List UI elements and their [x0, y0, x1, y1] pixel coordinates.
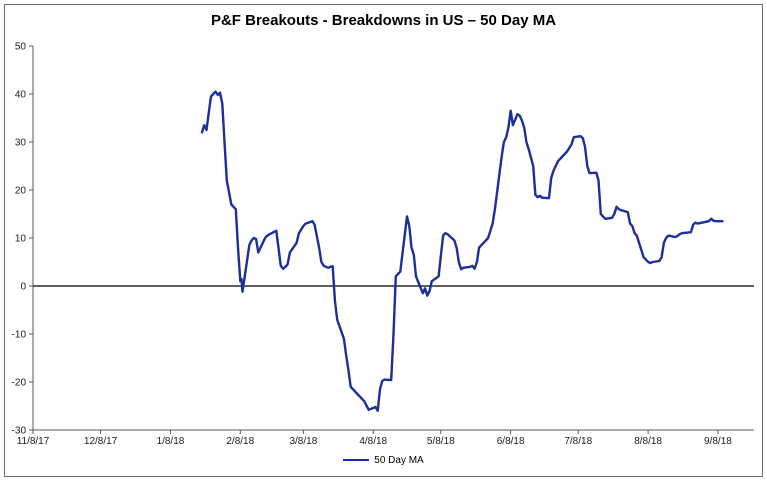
x-tick-label: 12/8/17 [84, 436, 118, 447]
x-tick-label: 7/8/18 [564, 436, 592, 447]
y-tick-label: 0 [20, 282, 26, 293]
legend-line-swatch [343, 459, 370, 461]
y-tick-label: -20 [12, 378, 27, 389]
y-tick-label: -10 [12, 330, 27, 341]
x-tick-label: 4/8/18 [359, 436, 387, 447]
x-tick-label: 6/8/18 [497, 436, 525, 447]
legend: 50 Day MA [0, 451, 767, 469]
x-tick-label: 2/8/18 [226, 436, 254, 447]
x-tick-label: 5/8/18 [427, 436, 455, 447]
x-tick-label: 9/8/18 [704, 436, 732, 447]
y-tick-label: -30 [12, 426, 27, 437]
y-tick-label: 50 [15, 42, 27, 53]
x-tick-label: 1/8/18 [157, 436, 185, 447]
chart-title: P&F Breakouts - Breakdowns in US – 50 Da… [210, 12, 557, 29]
series-line-50-day-ma [200, 90, 724, 412]
y-tick-label: 20 [15, 186, 27, 197]
x-tick-label: 3/8/18 [289, 436, 317, 447]
y-tick-label: 30 [15, 138, 27, 149]
legend-label: 50 Day MA [374, 454, 424, 466]
x-tick-label: 8/8/18 [634, 436, 662, 447]
y-tick-label: 40 [15, 90, 27, 101]
y-tick-label: 10 [15, 234, 27, 245]
x-tick-label: 11/8/17 [17, 436, 50, 447]
